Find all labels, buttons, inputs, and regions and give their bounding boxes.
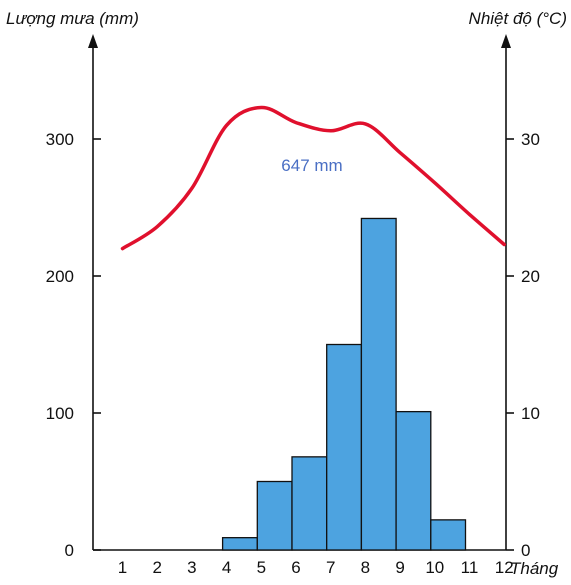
x-tick-9: 9 (395, 558, 404, 577)
rainfall-bar-9 (395, 410, 432, 551)
left-axis-arrow-icon (88, 34, 98, 48)
x-tick-12: 12 (495, 558, 514, 577)
x-tick-labels: 1 2 3 4 5 6 7 8 9 10 11 12 (118, 558, 514, 577)
x-tick-6: 6 (291, 558, 300, 577)
left-tick-300: 300 (46, 130, 74, 149)
x-axis-title: Tháng (510, 559, 559, 578)
x-tick-1: 1 (118, 558, 127, 577)
rainfall-bar-7 (326, 343, 363, 551)
rainfall-bar-8 (360, 217, 397, 551)
x-tick-8: 8 (361, 558, 370, 577)
temperature-line (120, 105, 506, 251)
x-tick-10: 10 (425, 558, 444, 577)
right-tick-10: 10 (521, 404, 540, 423)
left-tick-labels: 0 100 200 300 (46, 130, 101, 560)
right-tick-30: 30 (521, 130, 540, 149)
x-tick-4: 4 (222, 558, 231, 577)
x-tick-7: 7 (326, 558, 335, 577)
right-tick-0: 0 (521, 541, 530, 560)
right-axis-arrow-icon (501, 34, 511, 48)
right-tick-20: 20 (521, 267, 540, 286)
rainfall-bar-5 (256, 480, 293, 551)
x-tick-5: 5 (257, 558, 266, 577)
right-axis-title: Nhiệt độ (°C) (469, 9, 567, 28)
left-axis-title: Lượng mưa (mm) (6, 9, 139, 28)
x-tick-11: 11 (461, 558, 479, 577)
rainfall-bar-6 (291, 456, 328, 551)
rainfall-bar-4 (221, 537, 258, 551)
x-tick-2: 2 (152, 558, 161, 577)
left-tick-100: 100 (46, 404, 74, 423)
left-tick-200: 200 (46, 267, 74, 286)
right-tick-labels: 0 10 20 30 (506, 130, 540, 560)
rainfall-bar-10 (430, 519, 467, 551)
bar-series (221, 217, 467, 551)
annual-rainfall-annotation: 647 mm (281, 156, 342, 175)
left-tick-0: 0 (65, 541, 74, 560)
x-tick-3: 3 (187, 558, 196, 577)
